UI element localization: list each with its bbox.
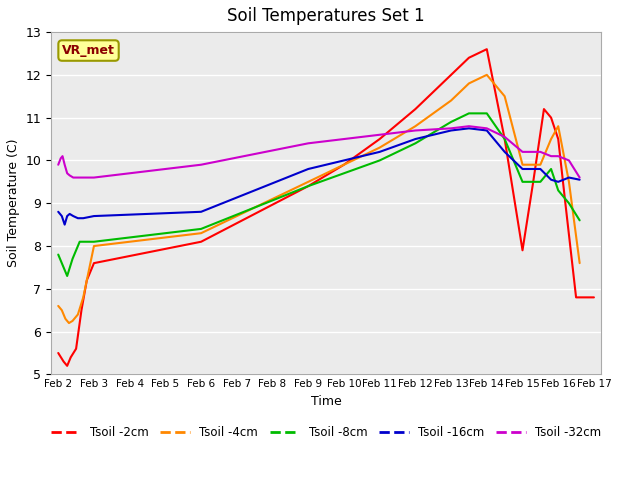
Legend: Tsoil -2cm, Tsoil -4cm, Tsoil -8cm, Tsoil -16cm, Tsoil -32cm: Tsoil -2cm, Tsoil -4cm, Tsoil -8cm, Tsoi… <box>46 421 606 444</box>
Text: VR_met: VR_met <box>62 44 115 57</box>
X-axis label: Time: Time <box>310 395 342 408</box>
Title: Soil Temperatures Set 1: Soil Temperatures Set 1 <box>227 7 425 25</box>
Y-axis label: Soil Temperature (C): Soil Temperature (C) <box>7 139 20 267</box>
